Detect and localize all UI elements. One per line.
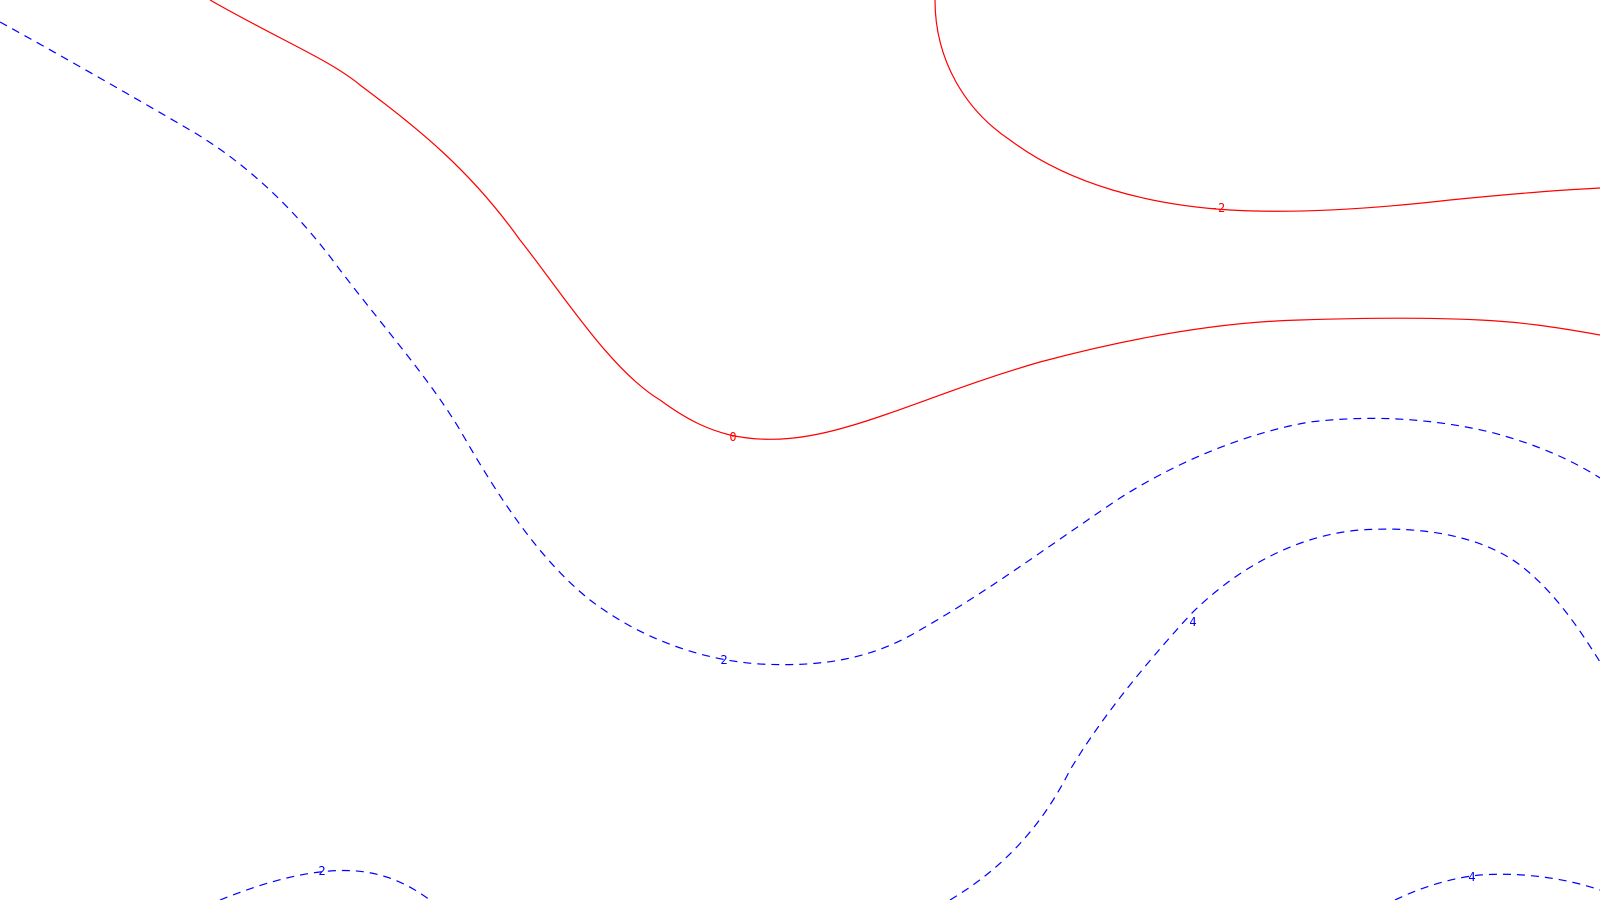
- contour-line-4-right: [949, 528, 1600, 900]
- contour-label-0: 0: [729, 430, 736, 444]
- contour-line-2-bottom: [219, 869, 431, 900]
- contour-line-2-upper: [0, 21, 1600, 666]
- contour-line-neg2: [934, 0, 1600, 212]
- contour-label-2-bottom: 2: [318, 864, 325, 878]
- contour-label-4-bottom: 4: [1468, 870, 1475, 884]
- contour-label-4-right: 4: [1189, 615, 1196, 629]
- contour-line-4-bottom: [1394, 873, 1600, 900]
- contour-line-0: [209, 0, 1600, 440]
- contour-label-2-upper: 2: [720, 653, 727, 667]
- contour-label-neg2: -2: [1211, 201, 1225, 215]
